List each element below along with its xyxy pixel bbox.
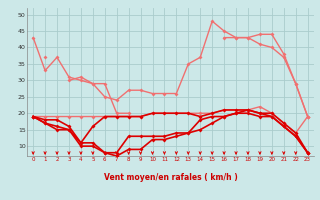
X-axis label: Vent moyen/en rafales ( km/h ): Vent moyen/en rafales ( km/h ) — [104, 173, 237, 182]
